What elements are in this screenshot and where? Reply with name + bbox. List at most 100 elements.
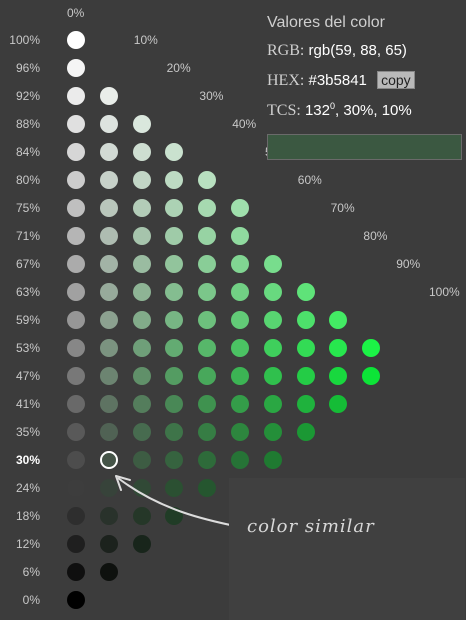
color-swatch[interactable] [67,451,85,469]
color-swatch[interactable] [67,255,85,273]
color-swatch[interactable] [67,59,85,77]
color-swatch[interactable] [231,255,249,273]
color-swatch[interactable] [296,367,315,385]
color-swatch[interactable] [329,395,348,413]
color-swatch[interactable] [67,423,85,441]
color-swatch[interactable] [132,367,151,385]
color-swatch[interactable] [132,171,151,189]
color-swatch[interactable] [132,507,151,525]
color-swatch[interactable] [67,479,85,497]
color-swatch[interactable] [263,395,282,413]
color-swatch[interactable] [231,283,249,301]
color-swatch[interactable] [67,311,85,329]
color-swatch[interactable] [165,311,184,329]
color-swatch[interactable] [99,423,118,441]
color-swatch[interactable] [296,423,315,441]
color-swatch[interactable] [198,367,217,385]
color-swatch[interactable] [67,87,85,105]
color-swatch[interactable] [198,171,217,189]
color-swatch[interactable] [198,255,217,273]
color-swatch[interactable] [99,311,118,329]
color-swatch[interactable] [165,143,184,161]
color-swatch[interactable] [231,423,249,441]
color-swatch[interactable] [263,367,282,385]
color-swatch[interactable] [165,367,184,385]
color-swatch[interactable] [67,395,85,413]
color-swatch[interactable] [165,283,184,301]
color-swatch[interactable] [165,171,184,189]
color-swatch[interactable] [165,199,184,217]
color-swatch[interactable] [99,451,118,469]
color-swatch[interactable] [165,507,184,525]
color-swatch[interactable] [132,479,151,497]
color-swatch[interactable] [198,423,217,441]
color-swatch[interactable] [165,479,184,497]
color-swatch[interactable] [99,199,118,217]
color-swatch[interactable] [329,339,348,357]
color-swatch[interactable] [67,591,85,609]
color-swatch[interactable] [99,227,118,245]
color-swatch[interactable] [198,395,217,413]
color-swatch[interactable] [67,283,85,301]
color-swatch[interactable] [99,87,118,105]
color-swatch[interactable] [132,423,151,441]
color-swatch[interactable] [231,395,249,413]
color-swatch[interactable] [99,395,118,413]
color-swatch[interactable] [231,199,249,217]
color-swatch[interactable] [67,143,85,161]
color-swatch[interactable] [132,311,151,329]
color-swatch[interactable] [99,115,118,133]
color-swatch[interactable] [296,395,315,413]
color-swatch[interactable] [132,115,151,133]
color-swatch[interactable] [329,367,348,385]
color-swatch[interactable] [198,311,217,329]
color-swatch[interactable] [263,339,282,357]
color-swatch[interactable] [231,227,249,245]
color-swatch[interactable] [99,535,118,553]
color-swatch[interactable] [231,339,249,357]
color-swatch[interactable] [231,451,249,469]
color-swatch[interactable] [132,283,151,301]
color-swatch[interactable] [67,535,85,553]
color-swatch[interactable] [231,311,249,329]
color-swatch[interactable] [263,255,282,273]
color-swatch[interactable] [99,339,118,357]
color-swatch[interactable] [132,199,151,217]
color-swatch[interactable] [263,311,282,329]
color-swatch[interactable] [165,451,184,469]
color-swatch[interactable] [132,255,151,273]
color-swatch[interactable] [165,227,184,245]
color-swatch[interactable] [99,563,118,581]
color-swatch[interactable] [362,339,381,357]
color-swatch[interactable] [67,507,85,525]
color-swatch[interactable] [99,283,118,301]
color-swatch[interactable] [362,367,381,385]
color-swatch[interactable] [263,451,282,469]
color-swatch[interactable] [67,199,85,217]
color-swatch[interactable] [132,339,151,357]
color-swatch[interactable] [198,339,217,357]
color-swatch[interactable] [132,395,151,413]
color-swatch[interactable] [132,227,151,245]
color-swatch[interactable] [67,171,85,189]
color-swatch[interactable] [198,451,217,469]
color-swatch[interactable] [132,451,151,469]
color-swatch[interactable] [165,255,184,273]
color-swatch[interactable] [67,339,85,357]
color-swatch[interactable] [99,171,118,189]
color-swatch[interactable] [165,423,184,441]
color-swatch[interactable] [198,227,217,245]
color-swatch[interactable] [198,199,217,217]
color-swatch[interactable] [67,227,85,245]
color-swatch[interactable] [99,507,118,525]
color-swatch[interactable] [132,535,151,553]
color-swatch[interactable] [296,339,315,357]
color-swatch[interactable] [165,339,184,357]
color-swatch[interactable] [198,283,217,301]
color-swatch[interactable] [165,395,184,413]
color-swatch[interactable] [296,311,315,329]
color-swatch[interactable] [67,115,85,133]
color-swatch[interactable] [67,367,85,385]
color-swatch[interactable] [67,563,85,581]
color-swatch[interactable] [329,311,348,329]
